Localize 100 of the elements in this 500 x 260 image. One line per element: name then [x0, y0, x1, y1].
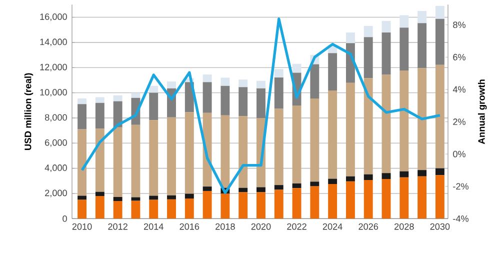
x-tick-label: 2024 [322, 223, 342, 230]
y-tick-label: 4,000 [44, 164, 67, 172]
y-tick-label: 16,000 [40, 14, 67, 22]
bar [167, 81, 176, 88]
bar [328, 53, 338, 91]
bar [131, 197, 140, 201]
x-tick-label: 2018 [216, 223, 235, 230]
bar [202, 190, 212, 219]
y2-tick-label: 2% [453, 118, 466, 125]
bar [220, 86, 230, 116]
y2-tick-label: 6% [453, 54, 466, 60]
bar [346, 32, 355, 44]
bar [346, 181, 355, 219]
bar [149, 196, 158, 200]
x-tick-label: 2014 [144, 223, 164, 230]
bar [364, 180, 373, 219]
x-tick-label: 2010 [72, 223, 92, 230]
bar [184, 112, 194, 194]
bar [78, 98, 87, 104]
bar [238, 87, 248, 116]
y2-tick-label: -4% [453, 215, 468, 222]
bar [418, 170, 427, 176]
bar [346, 82, 355, 176]
bar [382, 179, 391, 219]
bar [238, 80, 248, 88]
bar [382, 32, 391, 75]
bar [382, 74, 391, 174]
bar [149, 120, 158, 196]
bar [400, 177, 409, 219]
bar [256, 192, 266, 219]
bar [274, 69, 284, 78]
y2-axis-title: Annual growth [478, 80, 487, 144]
bar [382, 20, 391, 32]
bar [238, 116, 248, 188]
x-tick-label: 2020 [251, 223, 271, 230]
bar [400, 28, 409, 70]
y-tick-label: 10,000 [40, 89, 67, 97]
bar [418, 23, 427, 68]
bar [274, 185, 284, 190]
bar [95, 102, 104, 129]
x-tick-label: 2028 [394, 223, 414, 230]
x-tick-label: 2026 [358, 223, 378, 230]
bar [78, 104, 87, 130]
bar [113, 95, 122, 102]
bar [346, 176, 355, 182]
bar [167, 199, 176, 219]
bar [113, 127, 122, 197]
bar [95, 128, 104, 192]
bar [202, 82, 212, 113]
bar [364, 78, 373, 174]
bar [400, 15, 409, 28]
bar [78, 200, 87, 219]
bar [131, 92, 140, 98]
bar [310, 186, 320, 219]
bar [238, 192, 248, 219]
bar [435, 168, 444, 176]
bar [78, 129, 87, 196]
bar [113, 197, 122, 202]
bar [167, 195, 176, 200]
y2-tick-label: 0% [453, 150, 466, 158]
bar [113, 201, 122, 219]
bar [310, 64, 320, 98]
bar [238, 188, 248, 192]
bar [220, 193, 230, 219]
bar [95, 192, 104, 196]
bar [418, 68, 427, 170]
bar [184, 194, 194, 199]
bar [95, 196, 104, 219]
bar [274, 78, 284, 109]
line-series [80, 18, 442, 194]
bar [184, 198, 194, 219]
bar [256, 187, 266, 192]
bar [418, 10, 427, 24]
bar [131, 124, 140, 198]
bar [220, 115, 230, 188]
y2-tick-label: -2% [453, 183, 468, 190]
bar [95, 97, 104, 103]
x-tick-label: 2022 [287, 223, 306, 230]
bar [400, 70, 409, 172]
bar [435, 6, 444, 19]
bar [149, 86, 158, 93]
bar [382, 173, 391, 180]
bar [131, 200, 140, 219]
y2-tick-label: 4% [452, 86, 466, 93]
bar [274, 190, 284, 219]
x-tick-label: 2030 [430, 223, 450, 230]
bar [328, 184, 338, 219]
bar [149, 92, 158, 120]
bar [202, 74, 212, 82]
bar [435, 175, 444, 219]
bar [292, 188, 302, 219]
bar [167, 117, 176, 196]
bar [274, 108, 284, 186]
bar [78, 196, 87, 200]
bar [256, 88, 266, 118]
x-tick-label: 2016 [180, 223, 200, 230]
bar [328, 90, 338, 179]
y-tick-label: 6,000 [45, 139, 67, 147]
bar [149, 200, 158, 219]
bar [418, 176, 427, 219]
